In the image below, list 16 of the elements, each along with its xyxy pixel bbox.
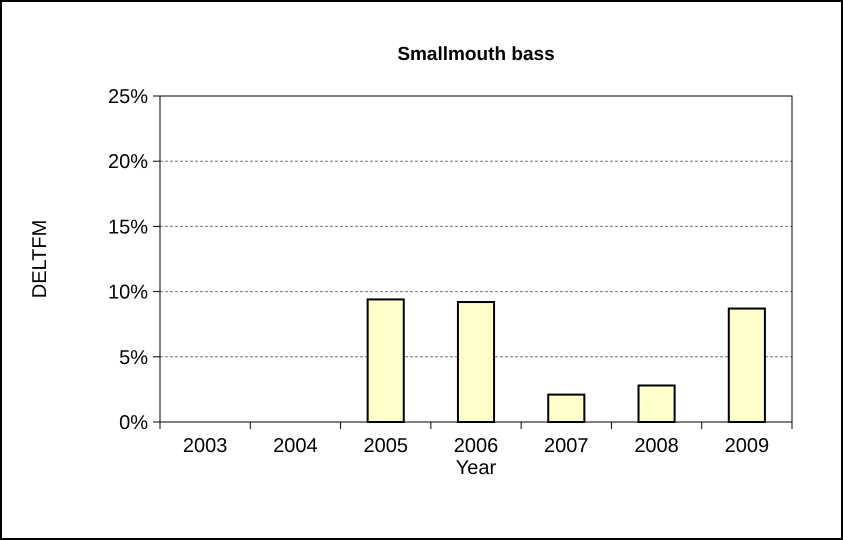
x-axis-title: Year (456, 457, 497, 479)
x-tick-label: 2003 (182, 435, 228, 457)
x-tick-label: 2005 (363, 435, 408, 457)
y-axis-title: DELTFM (29, 220, 51, 298)
y-tick-label: 20% (108, 151, 148, 174)
x-tick-label: 2007 (544, 435, 589, 457)
y-tick-label: 15% (108, 216, 148, 238)
y-tick-label: 10% (108, 282, 148, 304)
y-tick-label: 25% (108, 86, 148, 108)
chart-title: Smallmouth bass (397, 44, 555, 65)
x-tick-label: 2004 (273, 435, 318, 457)
x-tick-label: 2006 (454, 435, 498, 457)
y-tick-label: 5% (119, 346, 148, 369)
y-tick-label: 0% (119, 412, 148, 434)
x-tick-label: 2008 (634, 435, 679, 457)
x-tick-label: 2009 (724, 435, 770, 457)
